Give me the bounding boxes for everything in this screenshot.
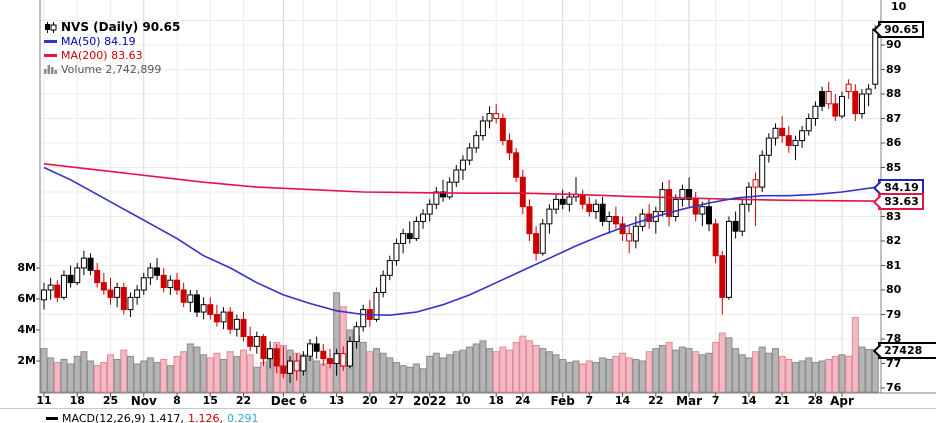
date-axis-label: 22 [648,394,664,407]
volume-axis-label: 6M [17,292,36,305]
date-axis-label: 14 [614,394,631,407]
price-axis-label: 80 [886,283,902,296]
date-axis-label: 18 [488,394,504,407]
legend-ma50-row: MA(50) 84.19 [44,34,180,48]
candlestick-chart-icon [45,21,57,33]
macd-signal-value: 1.126, [188,411,224,423]
last-price-badge: 90.65 [878,21,924,38]
date-axis-label: 24 [515,394,531,407]
volume-axis-label: 4M [17,323,36,336]
date-axis-label: 21 [774,394,790,407]
date-axis-label: 10 [455,394,471,407]
date-axis-label: 6 [299,394,308,407]
date-axis-label: Nov [130,394,157,408]
date-axis-label: 13 [328,394,345,407]
date-axis-label: Feb [550,394,575,408]
date-axis-label: 18 [69,394,85,407]
price-axis-label: 83 [886,209,902,223]
date-axis-label: Apr [830,394,854,408]
price-axis-label: 81 [886,258,902,272]
date-axis-label: 25 [102,394,119,407]
ma50-swatch-icon [44,39,57,43]
price-axis-label: 82 [886,234,902,247]
volume-axis-label: 2M [17,354,36,367]
price-axis-label: 87 [886,111,902,125]
price-axis-label: 90 [886,38,902,51]
date-axis-label: Dec [270,394,296,408]
date-axis-label: 7 [711,394,720,407]
macd-label: MACD(12,26,9) 1.417, [62,411,185,423]
legend-symbol-row: NVS (Daily) 90.65 [44,20,180,34]
last-volume-badge: 27428 [878,342,936,359]
date-axis-label: 7 [585,394,594,407]
volume-label: Volume 2,742,899 [61,62,162,76]
date-axis-label: Mar [676,394,703,408]
price-axis-label: 76 [886,381,902,394]
chart-legend: NVS (Daily) 90.65 MA(50) 84.19 MA(200) 8… [44,20,180,76]
legend-ma200-row: MA(200) 83.63 [44,48,180,62]
volume-bars [40,292,879,393]
ma200-line [43,163,881,202]
date-axis-label: 15 [202,394,218,407]
date-axis-label: 2022 [412,394,447,408]
pane-separator [0,408,936,409]
macd-swatch-icon [46,416,58,420]
ma200-label: MA(200) 83.63 [61,48,143,62]
price-axis-label: 89 [886,62,902,76]
ma50-value-badge: 84.19 [878,179,924,196]
price-axis-label: 85 [886,160,902,174]
macd-hist-value: 0.291 [227,411,259,423]
price-axis-label: 79 [886,307,902,321]
ma50-line [43,166,881,317]
upper-pane-axis-label: 10 [891,0,907,13]
ma50-label: MA(50) 84.19 [61,34,136,48]
date-axis-label: 27 [388,394,405,407]
price-axis-label: 77 [886,356,902,370]
date-axis-label: 14 [741,394,757,407]
ma200-value-badge: 83.63 [878,193,924,210]
symbol-title: NVS (Daily) 90.65 [61,20,181,34]
legend-volume-row: Volume 2,742,899 [44,62,180,76]
date-axis-label: 8 [173,394,181,407]
date-axis-label: 20 [362,394,378,407]
ma200-swatch-icon [44,53,57,57]
price-axis-label: 86 [886,136,902,149]
date-axis-label: 11 [36,394,52,407]
date-axis-label: 28 [807,394,824,407]
price-axis-label: 88 [886,87,902,100]
date-axis-label: 22 [235,394,252,407]
volume-bars-icon [44,65,57,74]
candlesticks [41,25,879,384]
macd-legend-row-clipped: MACD(12,26,9) 1.417, 1.126, 0.291 [46,412,259,423]
volume-axis-label: 8M [17,261,36,274]
